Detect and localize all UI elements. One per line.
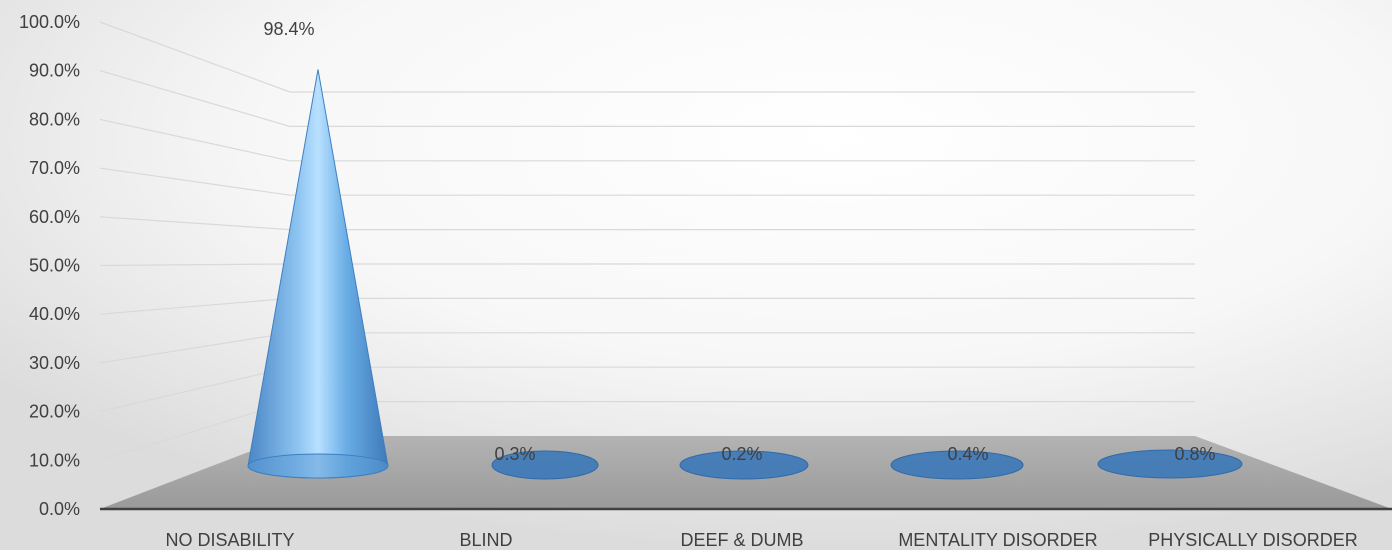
- cone-base: [679, 450, 809, 480]
- back-wall-gridlines: [290, 91, 1195, 403]
- x-axis-category-labels: NO DISABILITY BLIND DEEF & DUMB MENTALITY D…: [165, 530, 1357, 550]
- x-category-label: NO DISABILITY: [165, 530, 294, 550]
- cone-base: [890, 450, 1024, 480]
- y-tick-label: 10.0%: [29, 450, 80, 470]
- data-label: 0.4%: [947, 444, 988, 464]
- y-tick-label: 60.0%: [29, 207, 80, 227]
- side-gridline: [99, 118, 291, 162]
- y-axis-tick-labels: 0.0% 10.0% 20.0% 30.0% 40.0% 50.0% 60.0% 70.0% 8…: [19, 12, 80, 519]
- side-gridline: [99, 297, 291, 315]
- y-tick-label: 70.0%: [29, 158, 80, 178]
- side-gridline: [99, 167, 291, 196]
- x-category-label: PHYSICALLY DISORDER: [1148, 530, 1357, 550]
- cone-base: [1097, 449, 1243, 479]
- data-label: 0.3%: [494, 444, 535, 464]
- side-gridline: [99, 70, 291, 127]
- data-labels: 98.4% 0.3% 0.2% 0.4% 0.8%: [263, 19, 1215, 464]
- side-gridline: [99, 332, 291, 364]
- y-tick-label: 80.0%: [29, 109, 80, 129]
- cone-base: [491, 450, 599, 480]
- data-label: 0.2%: [721, 444, 762, 464]
- y-tick-label: 40.0%: [29, 304, 80, 324]
- chart-marks: [247, 69, 1243, 480]
- y-tick-label: 90.0%: [29, 61, 80, 81]
- cone-bar: [247, 69, 389, 479]
- data-label: 98.4%: [263, 19, 314, 39]
- cone-bar: [679, 450, 809, 480]
- side-gridline: [99, 366, 291, 413]
- cone-base: [247, 453, 389, 479]
- x-category-label: DEEF & DUMB: [680, 530, 803, 550]
- cone-bar: [890, 450, 1024, 480]
- side-gridline: [99, 263, 291, 267]
- cone-bar: [1097, 449, 1243, 479]
- cone-bar: [491, 450, 599, 480]
- y-tick-label: 0.0%: [39, 499, 80, 519]
- y-tick-label: 100.0%: [19, 12, 80, 32]
- y-tick-label: 30.0%: [29, 353, 80, 373]
- y-tick-label: 20.0%: [29, 402, 80, 422]
- side-gridline: [99, 21, 291, 93]
- side-gridline: [99, 216, 291, 231]
- y-tick-label: 50.0%: [29, 256, 80, 276]
- x-category-label: BLIND: [459, 530, 512, 550]
- x-category-label: MENTALITY DISORDER: [898, 530, 1097, 550]
- side-wall-gridlines: [99, 21, 291, 461]
- data-label: 0.8%: [1174, 444, 1215, 464]
